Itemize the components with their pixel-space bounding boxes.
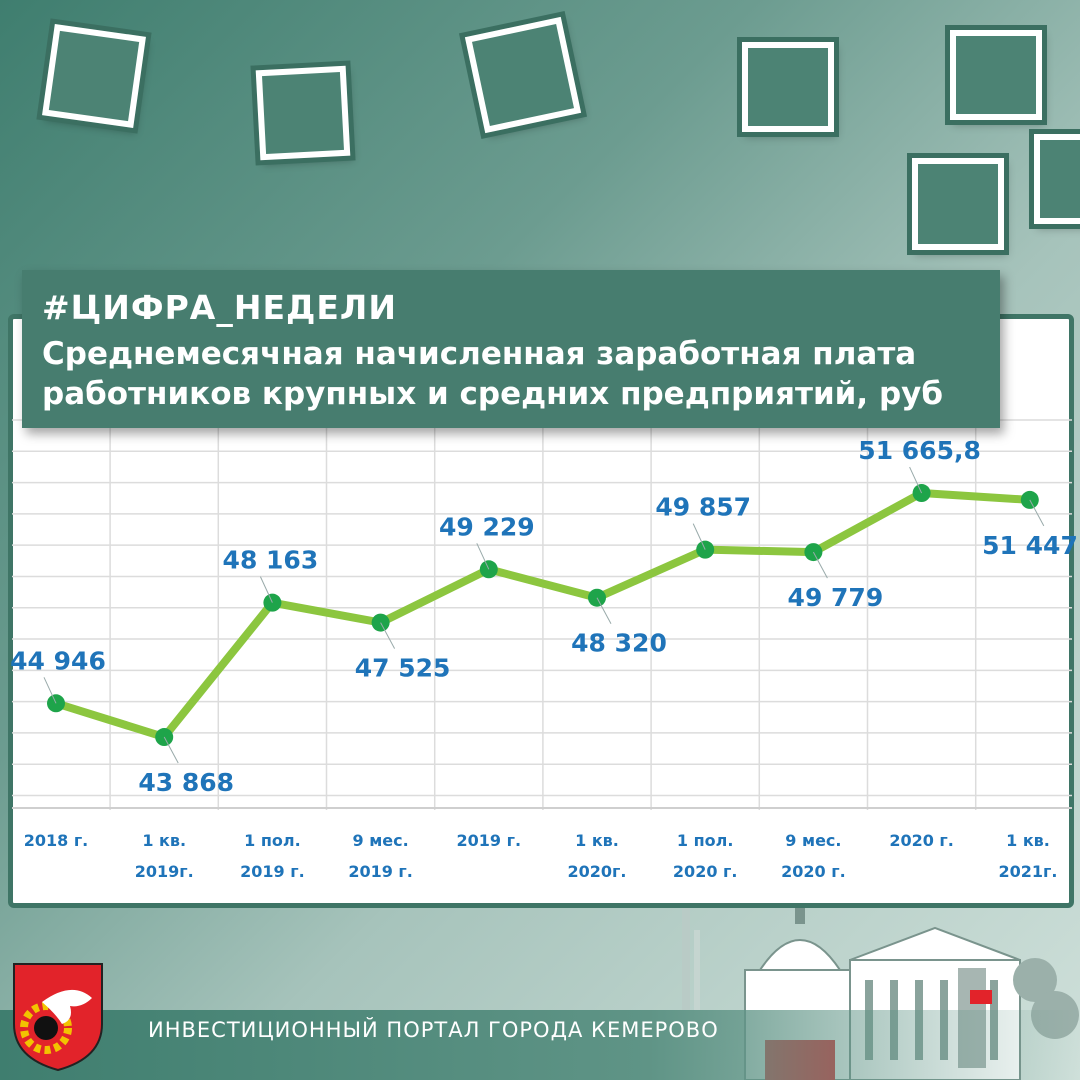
data-label: 48 163 [223, 546, 319, 575]
chart-grid [12, 419, 1072, 810]
chart-title-line-1: Среднемесячная начисленная заработная пл… [42, 336, 917, 372]
x-tick-label: 2019 г. [348, 862, 413, 881]
x-tick-label: 1 пол. [677, 831, 734, 850]
decor-square [950, 30, 1042, 120]
decor-square [1034, 134, 1080, 224]
data-label-leader [163, 736, 179, 764]
x-tick-label: 1 кв. [575, 831, 619, 850]
header-banner: #ЦИФРА_НЕДЕЛИ Среднемесячная начисленная… [22, 270, 1000, 428]
data-label: 44 946 [10, 646, 106, 675]
data-label-leader [380, 622, 396, 649]
x-tick-label: 9 мес. [352, 831, 408, 850]
data-label: 49 229 [439, 512, 535, 541]
data-label-leader [259, 576, 273, 603]
hashtag: #ЦИФРА_НЕДЕЛИ [42, 288, 397, 327]
x-tick-label: 2021г. [999, 862, 1058, 881]
x-tick-label: 2019 г. [240, 862, 305, 881]
x-tick-label: 1 кв. [1006, 831, 1050, 850]
data-label-leader [1029, 499, 1045, 527]
data-label-leader [909, 466, 923, 494]
data-label-leader [692, 523, 706, 550]
x-tick-label: 2019 г. [457, 831, 522, 850]
data-label-leader [596, 597, 612, 624]
series-line [52, 489, 1034, 742]
data-label: 49 857 [655, 493, 751, 522]
x-tick-label: 2020 г. [781, 862, 846, 881]
data-label-leader [812, 551, 828, 579]
footer-band [0, 1010, 1080, 1080]
x-tick-label: 2019г. [135, 862, 194, 881]
data-label: 47 525 [355, 654, 451, 683]
chart-x-axis: 2018 г. 1 кв. 2019г. 1 пол. 2019 г. 9 мес. 201… [24, 831, 1058, 881]
decor-square [742, 42, 834, 132]
x-tick-label: 2020г. [568, 862, 627, 881]
coat-of-arms-icon [13, 963, 103, 1072]
data-label-leader [476, 543, 490, 570]
x-tick-label: 2020 г. [889, 831, 954, 850]
decor-square [912, 158, 1004, 250]
chart-title-line-2: работников крупных и средних предприятий… [42, 376, 943, 412]
data-label: 51 447 [982, 531, 1078, 560]
data-label: 51 665,8 [858, 436, 981, 465]
x-tick-label: 1 кв. [142, 831, 186, 850]
data-label: 43 868 [138, 768, 234, 797]
chart-data-labels: 44 946 43 868 48 163 47 525 49 229 48 320 49 8… [10, 436, 1078, 797]
data-label: 49 779 [788, 583, 884, 612]
portal-name: ИНВЕСТИЦИОННЫЙ ПОРТАЛ ГОРОДА КЕМЕРОВО [148, 1018, 719, 1042]
data-label-leader [43, 677, 57, 704]
x-tick-label: 9 мес. [785, 831, 841, 850]
x-tick-label: 2020 г. [673, 862, 738, 881]
x-tick-label: 1 пол. [244, 831, 301, 850]
x-tick-label: 2018 г. [24, 831, 89, 850]
data-label: 48 320 [571, 629, 667, 658]
